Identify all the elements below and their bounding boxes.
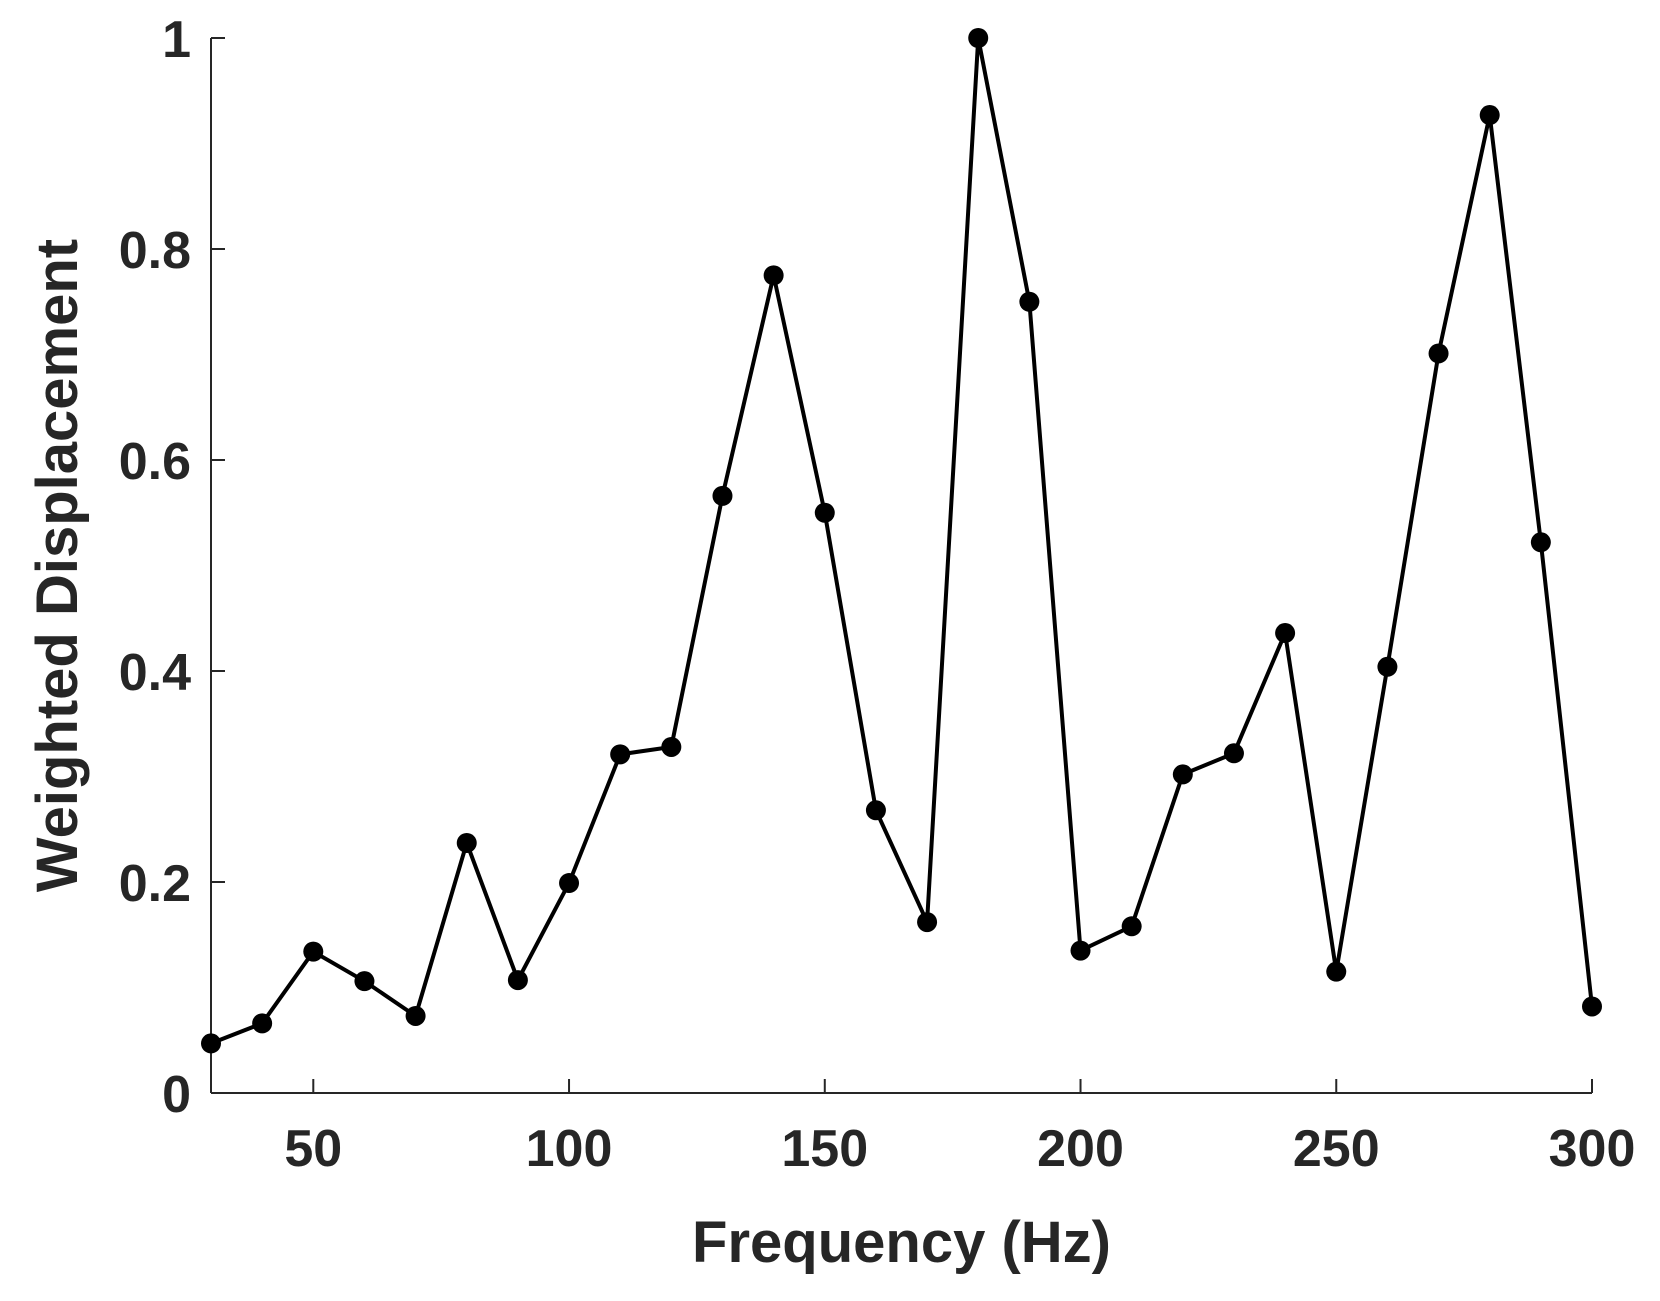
data-point <box>1326 961 1347 982</box>
y-tick-label: 0.2 <box>119 855 191 913</box>
series-group <box>201 28 1602 1054</box>
data-point <box>559 873 580 894</box>
data-point <box>1019 291 1040 312</box>
x-tick-label: 300 <box>1549 1120 1636 1178</box>
data-point <box>1377 656 1398 677</box>
data-point <box>1275 623 1296 644</box>
data-point <box>507 970 528 991</box>
y-tick-label: 0.6 <box>119 433 191 491</box>
series-line <box>210 37 1594 1046</box>
data-point <box>661 736 682 757</box>
x-tick-label: 50 <box>284 1120 342 1178</box>
data-point <box>610 744 631 765</box>
data-point <box>1530 532 1551 553</box>
data-point <box>252 1013 273 1034</box>
y-tick-label: 0.4 <box>119 644 191 702</box>
data-point <box>712 485 733 506</box>
data-point <box>865 800 886 821</box>
y-axis-title: Weighted Displacement <box>25 239 90 892</box>
y-tick-label: 1 <box>162 11 191 69</box>
data-point <box>1479 105 1500 126</box>
data-point <box>405 1005 426 1026</box>
data-point <box>303 941 324 962</box>
data-point <box>917 912 938 933</box>
x-tick-label: 100 <box>526 1120 613 1178</box>
y-tick-label: 0.8 <box>119 222 191 280</box>
x-tick-label: 250 <box>1293 1120 1380 1178</box>
data-point <box>201 1033 221 1054</box>
data-point <box>763 265 784 286</box>
data-point <box>814 502 835 523</box>
x-tick-label: 150 <box>781 1120 868 1178</box>
data-point <box>1582 996 1602 1017</box>
y-ticks: 0 0.2 0.4 0.6 0.8 1 <box>119 11 225 1124</box>
x-ticks: 50 100 150 200 250 300 <box>284 1079 1635 1178</box>
data-point <box>1121 916 1142 937</box>
data-point <box>1172 764 1193 785</box>
x-tick-label: 200 <box>1037 1120 1124 1178</box>
data-point <box>354 971 375 992</box>
data-point <box>1428 343 1449 364</box>
data-point <box>1223 743 1244 764</box>
data-point <box>968 28 989 48</box>
x-axis-title: Frequency (Hz) <box>692 1210 1111 1275</box>
data-point <box>456 832 477 853</box>
y-tick-label: 0 <box>162 1066 191 1124</box>
data-point <box>1070 940 1091 961</box>
axes <box>210 38 1592 1094</box>
